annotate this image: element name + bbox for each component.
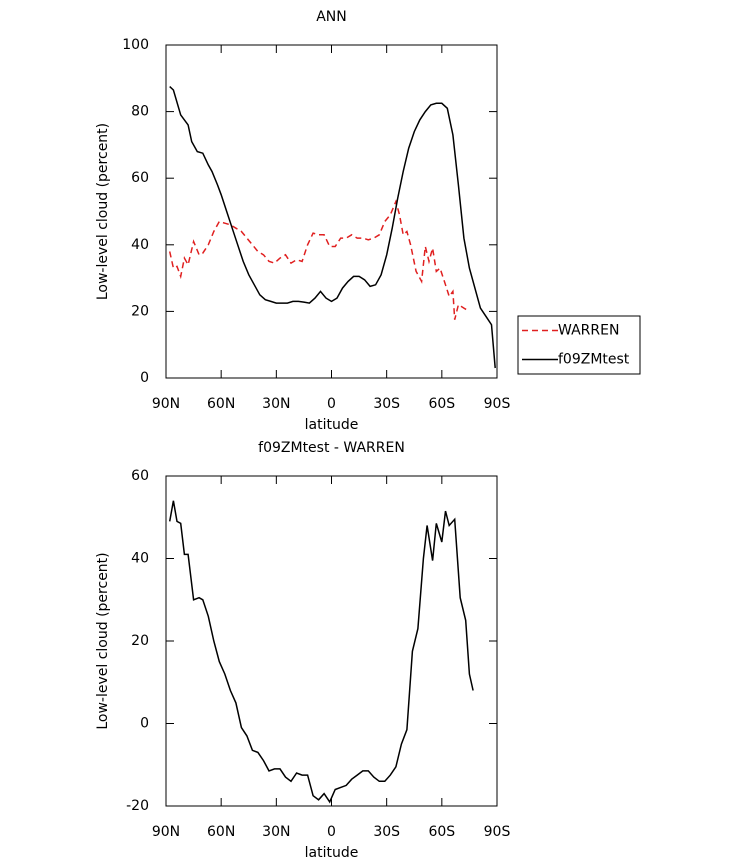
x-tick-label: 30S [373, 396, 400, 412]
x-tick-label: 60N [207, 824, 235, 840]
y-tick-label: 60 [131, 170, 149, 186]
x-tick-label: 30N [262, 824, 290, 840]
x-tick-label: 30S [373, 824, 400, 840]
x-tick-label: 90S [484, 396, 511, 412]
chart-title: ANN [316, 9, 347, 25]
chart-title: f09ZMtest - WARREN [258, 440, 405, 456]
y-axis-label: Low-level cloud (percent) [95, 552, 111, 729]
x-axis-label: latitude [305, 845, 359, 861]
x-tick-label: 90S [484, 824, 511, 840]
plot-frame [165, 44, 498, 379]
x-tick-label: 60S [428, 396, 455, 412]
data-line [168, 199, 470, 320]
legend-label: f09ZMtest [558, 352, 630, 368]
data-line [169, 86, 496, 369]
y-tick-label: 20 [131, 303, 149, 319]
legend-label: WARREN [558, 323, 619, 339]
x-axis-label: latitude [305, 417, 359, 433]
y-tick-label: 60 [131, 468, 149, 484]
data-line [168, 500, 474, 804]
x-tick-label: 90N [152, 396, 180, 412]
y-tick-label: 40 [131, 237, 149, 253]
x-tick-label: 0 [327, 824, 336, 840]
y-tick-label: 100 [122, 37, 149, 53]
x-tick-label: 30N [262, 396, 290, 412]
x-tick-label: 60N [207, 396, 235, 412]
x-tick-label: 0 [327, 396, 336, 412]
y-tick-label: 0 [140, 716, 149, 732]
plot-frame [165, 475, 498, 807]
x-tick-label: 90N [152, 824, 180, 840]
y-tick-label: -20 [126, 798, 149, 814]
y-axis-label: Low-level cloud (percent) [95, 123, 111, 300]
y-tick-label: 80 [131, 104, 149, 120]
legend-box [517, 315, 641, 375]
y-tick-label: 40 [131, 551, 149, 567]
y-tick-label: 20 [131, 633, 149, 649]
y-tick-label: 0 [140, 370, 149, 386]
x-tick-label: 60S [428, 824, 455, 840]
